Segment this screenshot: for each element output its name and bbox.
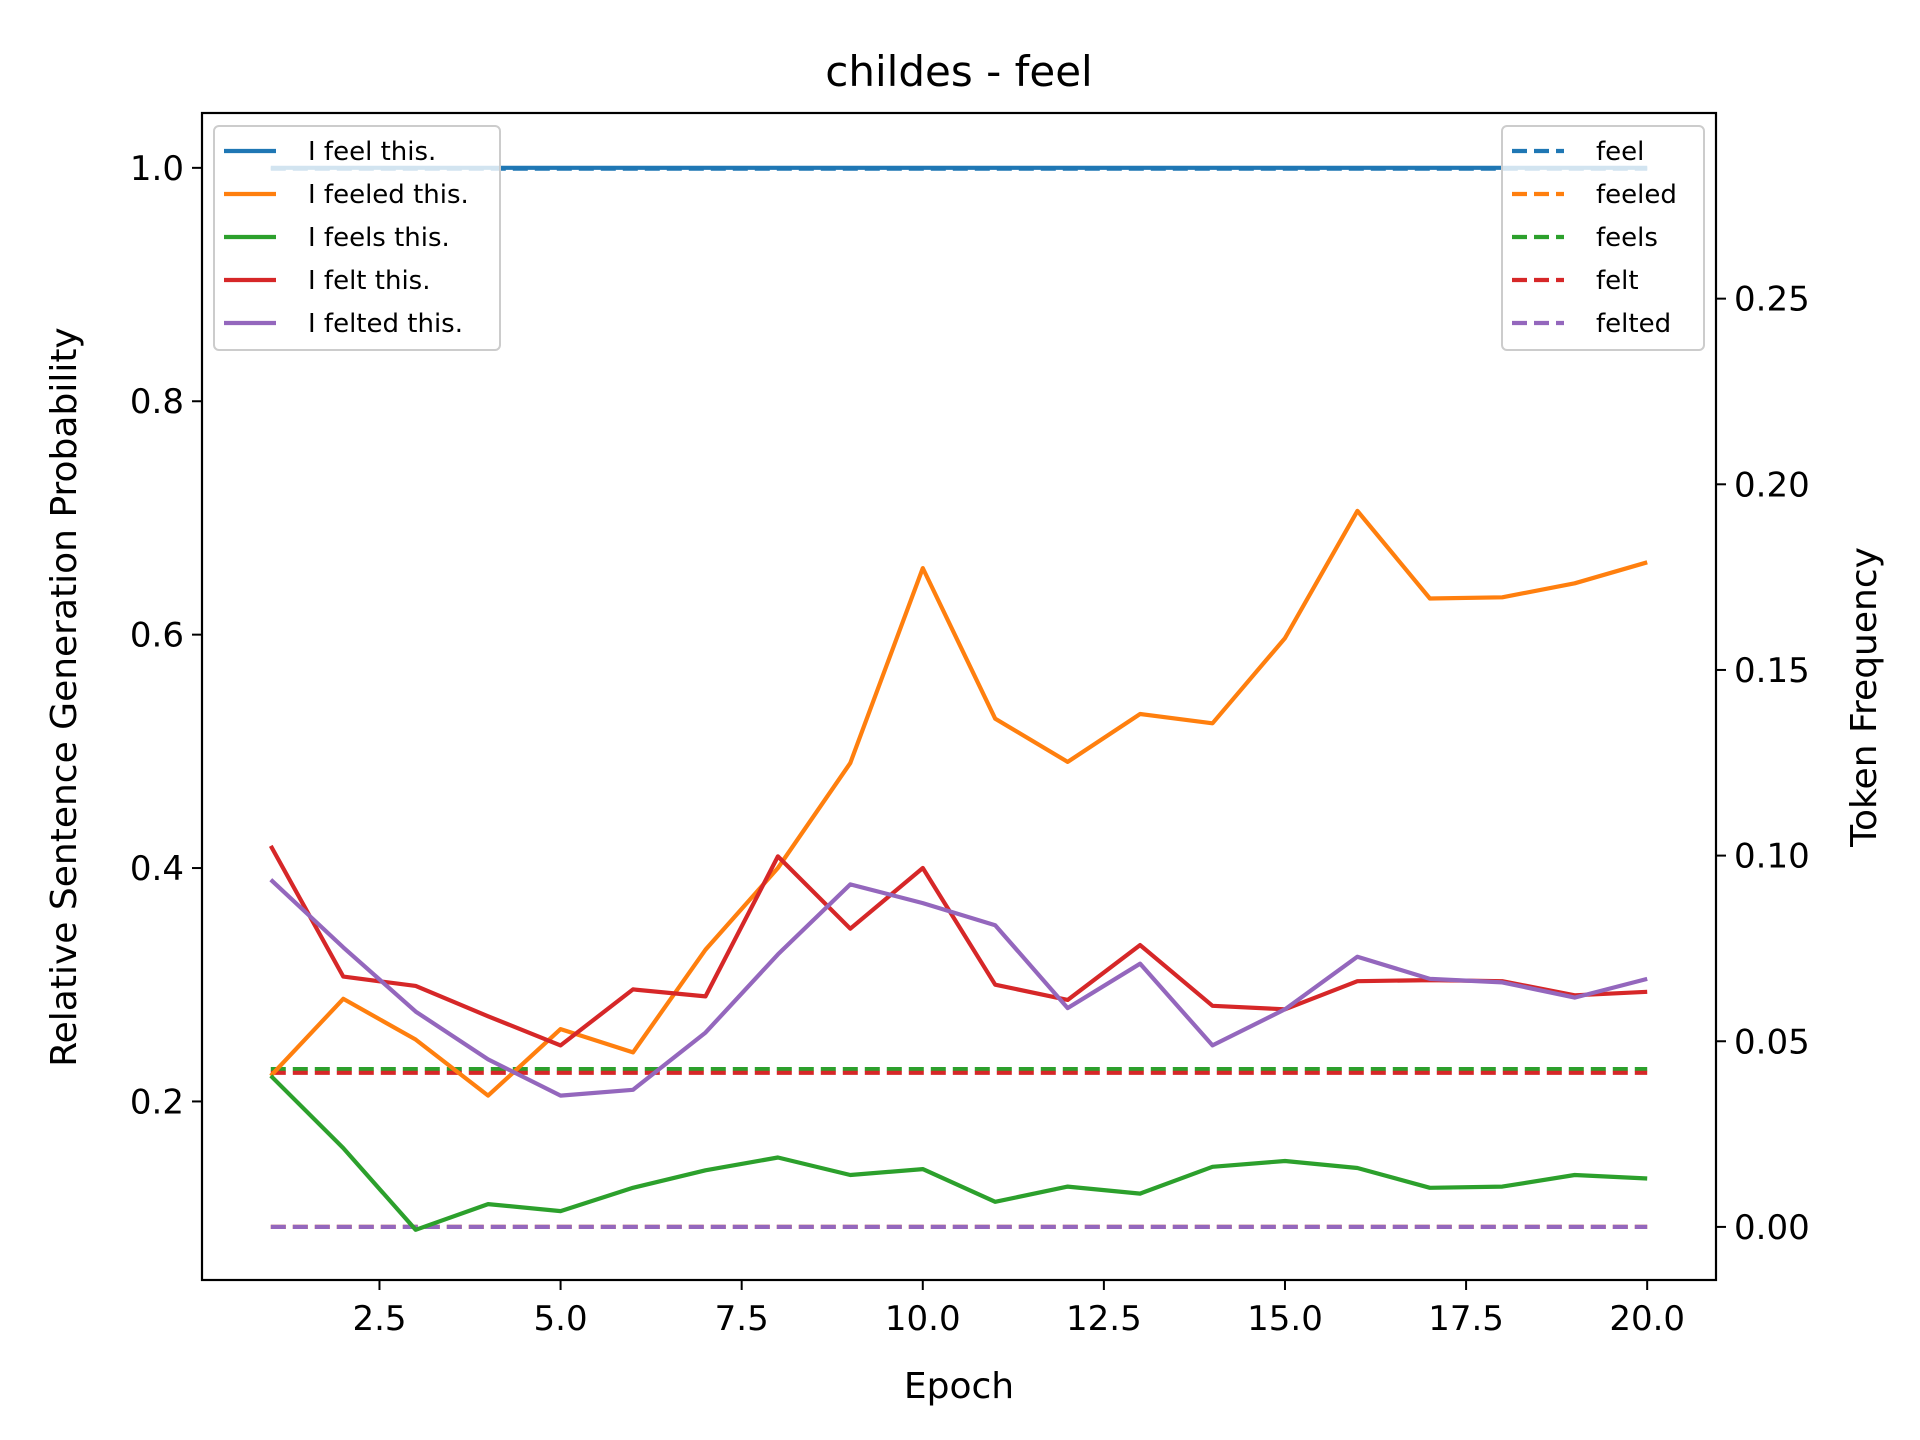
y2-tick-label: 0.00	[1734, 1208, 1810, 1248]
series-line-i-feels-this	[269, 1074, 1648, 1232]
x-tick-label: 17.5	[1428, 1299, 1504, 1339]
legend-tokens: feel feeled feels felt felted	[1501, 125, 1705, 351]
legend-entry-label: felted	[1596, 309, 1671, 339]
y2-tick-label: 0.05	[1734, 1022, 1810, 1062]
y-tick-label: 0.8	[130, 382, 184, 422]
legend-entry-label: I feel this.	[308, 137, 436, 167]
y2-tick-label: 0.15	[1734, 651, 1810, 691]
y2-axis-label: Token Frequency	[1844, 547, 1885, 848]
legend-entry-label: felt	[1596, 266, 1639, 296]
series-line-i-felted-this	[269, 878, 1648, 1098]
y2-tick-label: 0.20	[1734, 465, 1810, 505]
x-axis-label: Epoch	[904, 1366, 1014, 1407]
x-tick-label: 15.0	[1247, 1299, 1323, 1339]
y-tick-label: 1.0	[130, 149, 184, 189]
x-tick-label: 20.0	[1609, 1299, 1685, 1339]
legend-entry-label: I feeled this.	[308, 180, 469, 210]
legend-sentences: I feel this. I feeled this. I feels this. I…	[213, 125, 501, 351]
legend-entry-label: feels	[1596, 223, 1658, 253]
y2-axis-ticks: 0.00 0.05 0.10 0.15 0.20 0.25	[1716, 280, 1810, 1248]
legend-entry-label: feel	[1596, 137, 1644, 167]
x-tick-label: 7.5	[715, 1299, 769, 1339]
legend-entry-label: feeled	[1596, 180, 1677, 210]
y-axis-ticks: 0.2 0.4 0.6 0.8 1.0	[130, 149, 202, 1122]
y-tick-label: 0.2	[130, 1082, 184, 1122]
x-axis-ticks: 2.5 5.0 7.5 10.0 12.5 15.0 17.5 20.0	[352, 1280, 1685, 1339]
chart-title: childes - feel	[825, 47, 1092, 96]
y-axis-label: Relative Sentence Generation Probability	[44, 327, 85, 1066]
legend-box	[213, 125, 501, 351]
legend-entry-label: I feels this.	[308, 223, 450, 253]
plot-frame	[200, 111, 1718, 1282]
x-tick-label: 5.0	[534, 1299, 588, 1339]
y-tick-label: 0.4	[130, 849, 184, 889]
x-tick-label: 12.5	[1066, 1299, 1142, 1339]
legend-box	[1501, 125, 1705, 351]
x-tick-label: 2.5	[352, 1299, 406, 1339]
plot-lines	[268, 165, 1648, 1232]
series-line-i-felt-this	[268, 844, 1648, 1048]
x-tick-label: 10.0	[885, 1299, 961, 1339]
series-line-i-feeled-this	[269, 508, 1648, 1098]
y2-tick-label: 0.10	[1734, 837, 1810, 877]
legend-entry-label: I felt this.	[308, 266, 430, 296]
y2-tick-label: 0.25	[1734, 280, 1810, 320]
legend-entry-label: I felted this.	[308, 309, 463, 339]
y-tick-label: 0.6	[130, 616, 184, 656]
